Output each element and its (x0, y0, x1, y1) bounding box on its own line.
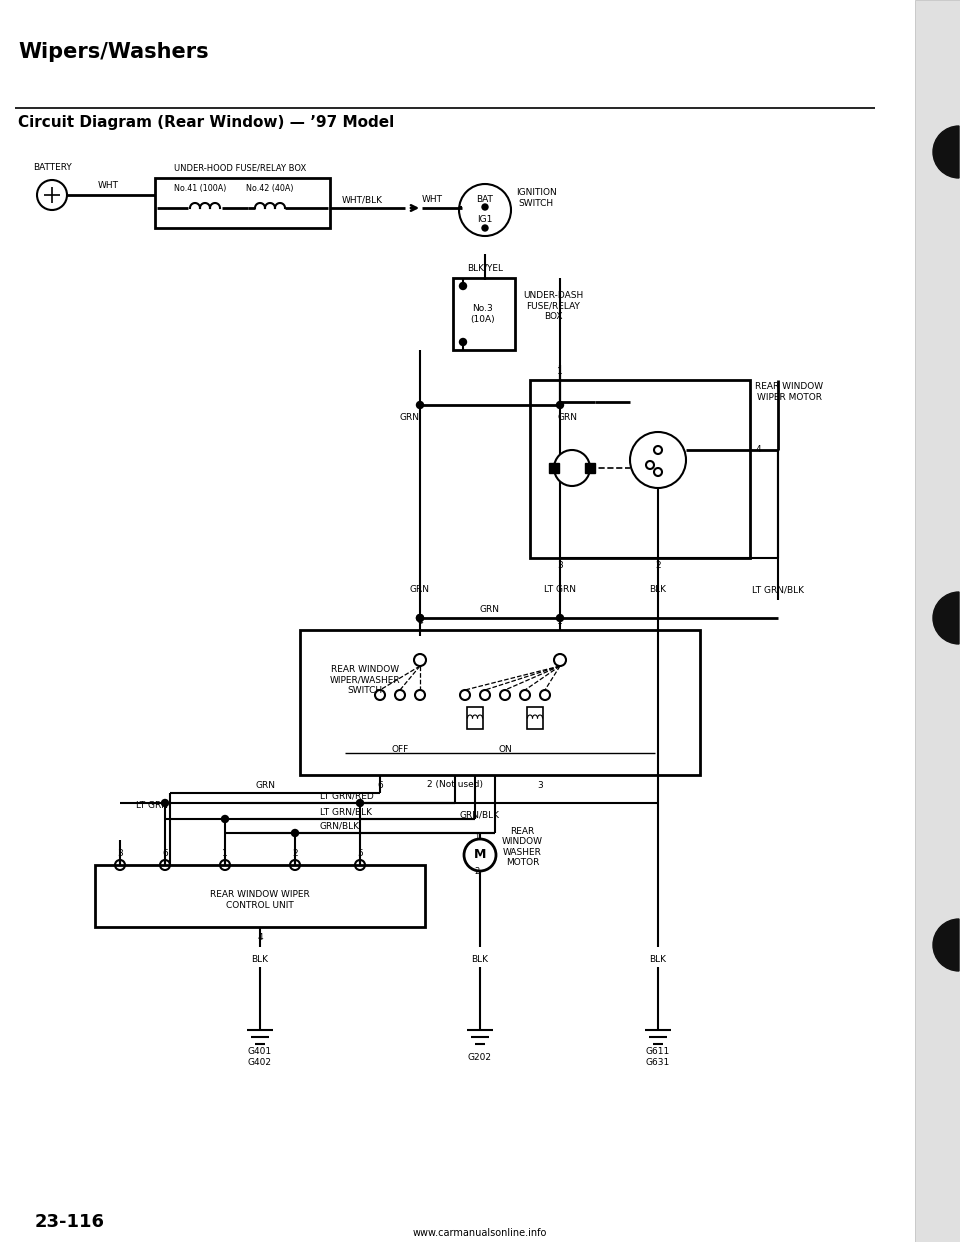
Text: LT GRN/RED: LT GRN/RED (320, 791, 373, 801)
Text: G202: G202 (468, 1052, 492, 1062)
Text: 6: 6 (377, 780, 383, 790)
Text: BLK: BLK (650, 585, 666, 595)
Circle shape (460, 339, 467, 345)
Text: 4: 4 (418, 616, 422, 626)
Text: GRN: GRN (400, 412, 420, 421)
Bar (527, 707, 543, 729)
Text: GRN/BLK: GRN/BLK (460, 811, 500, 820)
Circle shape (464, 840, 496, 871)
Text: ON: ON (498, 745, 512, 754)
Text: 2: 2 (655, 561, 660, 570)
Text: UNDER-HOOD FUSE/RELAY BOX: UNDER-HOOD FUSE/RELAY BOX (174, 164, 306, 173)
Text: Wipers/Washers: Wipers/Washers (18, 42, 208, 62)
Text: www.carmanualsonline.info: www.carmanualsonline.info (413, 1228, 547, 1238)
Text: 23-116: 23-116 (35, 1213, 105, 1231)
Text: 1: 1 (557, 616, 563, 626)
Text: 5: 5 (357, 848, 363, 857)
Bar (915, 0, 960, 1242)
Text: No.42 (40A): No.42 (40A) (247, 184, 294, 193)
Text: UNDER-DASH
FUSE/RELAY
BOX: UNDER-DASH FUSE/RELAY BOX (523, 291, 584, 320)
Text: BLK/YEL: BLK/YEL (467, 263, 503, 272)
Text: 4: 4 (756, 446, 761, 455)
Text: 1: 1 (557, 368, 563, 376)
Circle shape (550, 465, 558, 472)
Bar (300, 630, 700, 775)
Text: IG1: IG1 (477, 215, 492, 224)
Text: 1: 1 (474, 833, 480, 842)
Text: G611
G631: G611 G631 (646, 1047, 670, 1067)
Text: WHT: WHT (421, 195, 443, 205)
Circle shape (292, 830, 299, 837)
Text: IGNITION
SWITCH: IGNITION SWITCH (516, 189, 557, 207)
Circle shape (482, 225, 488, 231)
Text: LT GRN/BLK: LT GRN/BLK (752, 585, 804, 595)
Circle shape (554, 450, 590, 486)
Bar (155, 178, 330, 229)
Circle shape (482, 204, 488, 210)
Text: No.3
(10A): No.3 (10A) (470, 304, 494, 324)
Text: 2: 2 (474, 867, 480, 877)
Text: 3: 3 (538, 780, 542, 790)
Text: LT GRN/BLK: LT GRN/BLK (320, 807, 372, 816)
Circle shape (557, 615, 564, 621)
Circle shape (630, 432, 686, 488)
Text: GRN: GRN (255, 780, 275, 790)
Circle shape (161, 800, 169, 806)
Circle shape (417, 615, 423, 621)
Text: REAR WINDOW WIPER
CONTROL UNIT: REAR WINDOW WIPER CONTROL UNIT (210, 891, 310, 909)
Bar (95, 864, 425, 927)
Text: 6: 6 (162, 848, 168, 857)
Wedge shape (933, 919, 959, 971)
Circle shape (460, 282, 467, 289)
Text: 1: 1 (222, 848, 228, 857)
Text: WHT/BLK: WHT/BLK (342, 195, 382, 205)
Text: BLK: BLK (252, 955, 269, 964)
Text: GRN: GRN (410, 585, 430, 595)
Text: REAR WINDOW
WIPER/WASHER
SWITCH: REAR WINDOW WIPER/WASHER SWITCH (330, 666, 400, 696)
Bar (467, 707, 483, 729)
Circle shape (417, 615, 423, 621)
Text: G401
G402: G401 G402 (248, 1047, 272, 1067)
Circle shape (557, 401, 564, 409)
Text: BATTERY: BATTERY (33, 164, 71, 173)
Text: LT GRN: LT GRN (136, 801, 168, 810)
Wedge shape (933, 592, 959, 645)
Text: GRN/BLK: GRN/BLK (320, 821, 360, 831)
Text: GRN: GRN (558, 412, 578, 421)
Circle shape (356, 800, 364, 806)
Text: 4: 4 (257, 933, 263, 941)
Text: REAR WINDOW
WIPER MOTOR: REAR WINDOW WIPER MOTOR (755, 383, 823, 401)
Text: M: M (474, 848, 486, 862)
Text: REAR
WINDOW
WASHER
MOTOR: REAR WINDOW WASHER MOTOR (502, 827, 543, 867)
Text: No.41 (100A): No.41 (100A) (174, 184, 227, 193)
Wedge shape (933, 125, 959, 178)
Circle shape (417, 401, 423, 409)
Bar (453, 278, 515, 350)
Text: 3: 3 (117, 848, 123, 857)
Text: 2: 2 (292, 848, 298, 857)
Text: GRN: GRN (480, 605, 500, 614)
Text: WHT: WHT (98, 181, 118, 190)
Text: BLK: BLK (650, 955, 666, 964)
Text: BLK: BLK (471, 955, 489, 964)
Bar (530, 380, 750, 558)
Circle shape (222, 816, 228, 822)
Text: LT GRN: LT GRN (544, 585, 576, 595)
Text: BAT: BAT (476, 195, 493, 205)
Text: OFF: OFF (392, 745, 409, 754)
Text: 3: 3 (557, 561, 563, 570)
Text: 2 (Not used): 2 (Not used) (427, 780, 483, 790)
Text: Circuit Diagram (Rear Window) — ’97 Model: Circuit Diagram (Rear Window) — ’97 Mode… (18, 114, 395, 129)
